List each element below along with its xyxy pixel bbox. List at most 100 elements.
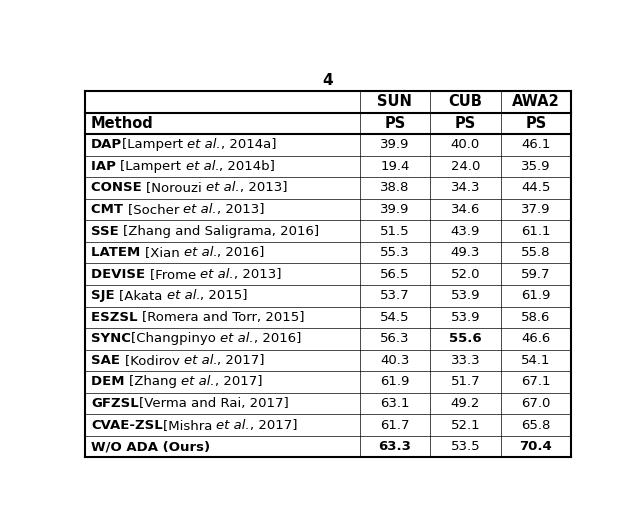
- Text: 40.0: 40.0: [451, 139, 480, 151]
- Text: et al.: et al.: [188, 139, 221, 151]
- Text: 35.9: 35.9: [521, 160, 550, 173]
- Text: [Socher: [Socher: [127, 203, 183, 216]
- Text: 55.6: 55.6: [449, 332, 482, 345]
- Text: 54.1: 54.1: [521, 354, 550, 367]
- Text: PS: PS: [384, 116, 406, 131]
- Text: ESZSL: ESZSL: [91, 311, 142, 324]
- Text: [Zhang and Saligrama, 2016]: [Zhang and Saligrama, 2016]: [124, 224, 319, 237]
- Text: DAP: DAP: [91, 139, 122, 151]
- Text: et al.: et al.: [167, 289, 200, 302]
- Text: SSE: SSE: [91, 224, 124, 237]
- Text: 39.9: 39.9: [380, 139, 410, 151]
- Text: 55.8: 55.8: [521, 246, 550, 259]
- Text: et al.: et al.: [220, 332, 253, 345]
- Text: , 2017]: , 2017]: [250, 418, 298, 431]
- Text: 56.3: 56.3: [380, 332, 410, 345]
- Text: 55.3: 55.3: [380, 246, 410, 259]
- Text: IAP: IAP: [91, 160, 120, 173]
- Text: SAE: SAE: [91, 354, 125, 367]
- Text: [Mishra: [Mishra: [163, 418, 216, 431]
- Text: et al.: et al.: [181, 376, 215, 389]
- Text: 24.0: 24.0: [451, 160, 480, 173]
- Text: , 2015]: , 2015]: [200, 289, 248, 302]
- Text: Method: Method: [91, 116, 154, 131]
- Text: 61.9: 61.9: [380, 376, 410, 389]
- Text: CONSE: CONSE: [91, 181, 147, 195]
- Text: et al.: et al.: [200, 268, 234, 281]
- Text: , 2013]: , 2013]: [217, 203, 264, 216]
- Text: [Kodirov: [Kodirov: [125, 354, 184, 367]
- Text: [Zhang: [Zhang: [129, 376, 181, 389]
- Text: 37.9: 37.9: [521, 203, 550, 216]
- Text: , 2016]: , 2016]: [253, 332, 301, 345]
- Text: 19.4: 19.4: [380, 160, 410, 173]
- Text: 46.1: 46.1: [521, 139, 550, 151]
- Text: CUB: CUB: [449, 94, 483, 109]
- Text: PS: PS: [525, 116, 547, 131]
- Text: 4: 4: [323, 73, 333, 88]
- Text: SJE: SJE: [91, 289, 119, 302]
- Text: , 2013]: , 2013]: [240, 181, 287, 195]
- Text: 67.0: 67.0: [521, 397, 550, 410]
- Text: [Changpinyo: [Changpinyo: [131, 332, 220, 345]
- Text: [Lampert: [Lampert: [122, 139, 188, 151]
- Text: 49.3: 49.3: [451, 246, 480, 259]
- Text: [Verma and Rai, 2017]: [Verma and Rai, 2017]: [139, 397, 289, 410]
- Text: 53.5: 53.5: [451, 440, 480, 453]
- Text: 51.7: 51.7: [451, 376, 480, 389]
- Text: et al.: et al.: [216, 418, 250, 431]
- Text: PS: PS: [454, 116, 476, 131]
- Text: , 2014a]: , 2014a]: [221, 139, 276, 151]
- Text: [Akata: [Akata: [119, 289, 167, 302]
- Text: 40.3: 40.3: [380, 354, 410, 367]
- Text: 52.1: 52.1: [451, 418, 480, 431]
- Text: 38.8: 38.8: [380, 181, 410, 195]
- Text: [Xian: [Xian: [145, 246, 184, 259]
- Text: AWA2: AWA2: [512, 94, 559, 109]
- Text: , 2017]: , 2017]: [218, 354, 265, 367]
- Text: 34.3: 34.3: [451, 181, 480, 195]
- Text: 34.6: 34.6: [451, 203, 480, 216]
- Text: 63.1: 63.1: [380, 397, 410, 410]
- Text: 43.9: 43.9: [451, 224, 480, 237]
- Text: 44.5: 44.5: [521, 181, 550, 195]
- Text: 49.2: 49.2: [451, 397, 480, 410]
- Text: , 2016]: , 2016]: [218, 246, 265, 259]
- Text: , 2017]: , 2017]: [215, 376, 262, 389]
- Text: CMT: CMT: [91, 203, 127, 216]
- Text: GFZSL: GFZSL: [91, 397, 139, 410]
- Text: 39.9: 39.9: [380, 203, 410, 216]
- Text: et al.: et al.: [186, 160, 220, 173]
- Text: 53.9: 53.9: [451, 289, 480, 302]
- Text: 61.1: 61.1: [521, 224, 550, 237]
- Text: 59.7: 59.7: [521, 268, 550, 281]
- Text: 51.5: 51.5: [380, 224, 410, 237]
- Text: et al.: et al.: [184, 354, 218, 367]
- Text: [Norouzi: [Norouzi: [147, 181, 206, 195]
- Text: , 2013]: , 2013]: [234, 268, 282, 281]
- Text: W/O ADA (Ours): W/O ADA (Ours): [91, 440, 210, 453]
- Text: 53.9: 53.9: [451, 311, 480, 324]
- Text: 53.7: 53.7: [380, 289, 410, 302]
- Text: 70.4: 70.4: [520, 440, 552, 453]
- Text: DEVISE: DEVISE: [91, 268, 150, 281]
- Text: DEM: DEM: [91, 376, 129, 389]
- Text: et al.: et al.: [183, 203, 217, 216]
- Text: 54.5: 54.5: [380, 311, 410, 324]
- Text: 33.3: 33.3: [451, 354, 480, 367]
- Text: 46.6: 46.6: [521, 332, 550, 345]
- Text: 56.5: 56.5: [380, 268, 410, 281]
- Text: 67.1: 67.1: [521, 376, 550, 389]
- Text: [Romera and Torr, 2015]: [Romera and Torr, 2015]: [142, 311, 305, 324]
- Text: 58.6: 58.6: [521, 311, 550, 324]
- Text: SYNC: SYNC: [91, 332, 131, 345]
- Text: [Lampert: [Lampert: [120, 160, 186, 173]
- Text: LATEM: LATEM: [91, 246, 145, 259]
- Text: , 2014b]: , 2014b]: [220, 160, 275, 173]
- Text: 61.9: 61.9: [521, 289, 550, 302]
- Text: et al.: et al.: [184, 246, 218, 259]
- Text: SUN: SUN: [378, 94, 412, 109]
- Text: 61.7: 61.7: [380, 418, 410, 431]
- Text: 52.0: 52.0: [451, 268, 480, 281]
- Text: et al.: et al.: [206, 181, 240, 195]
